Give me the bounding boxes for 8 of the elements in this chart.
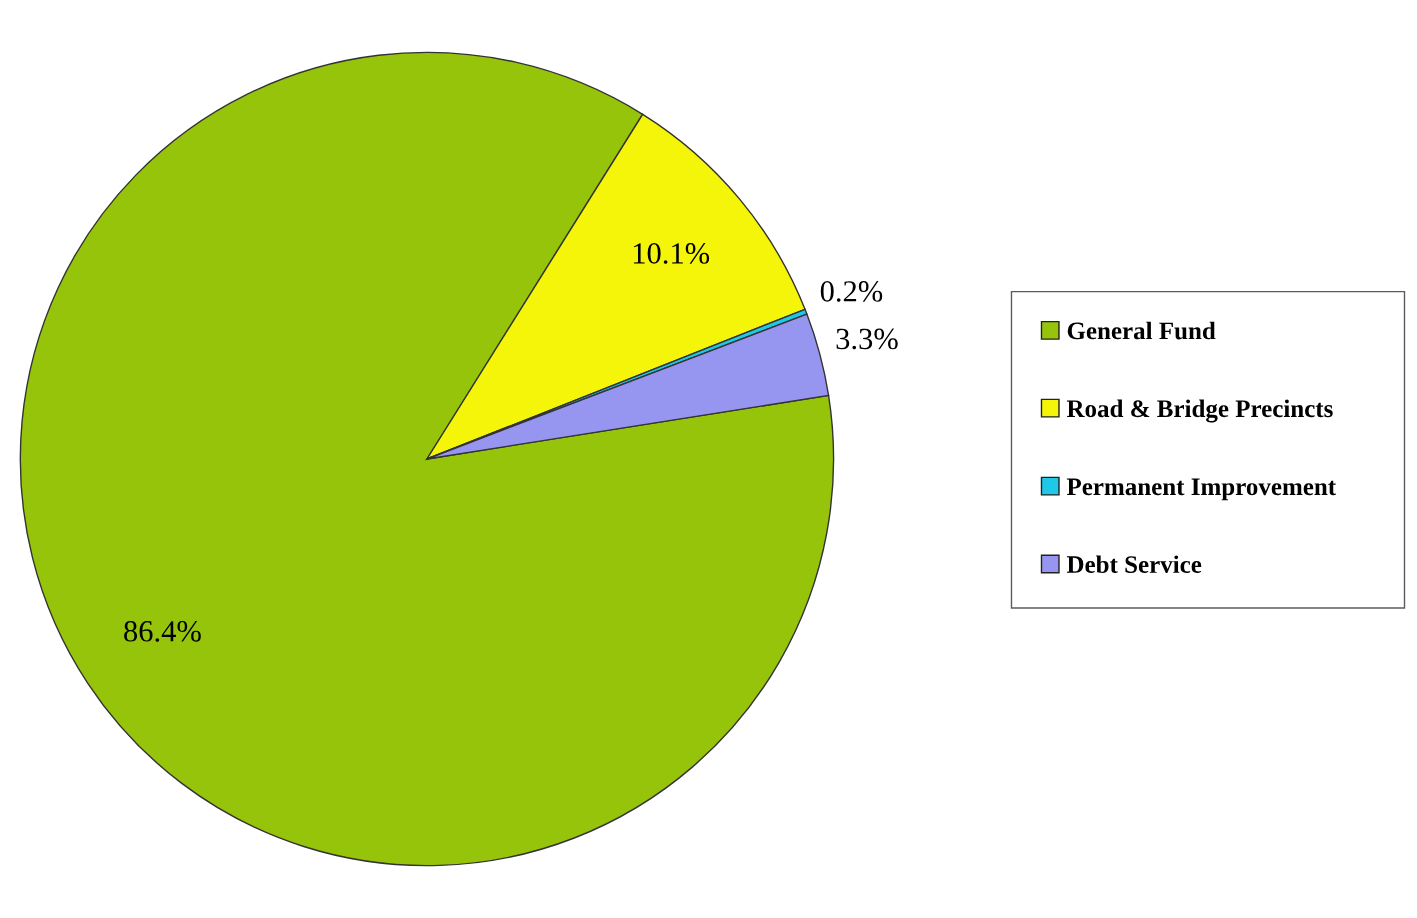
data-label: 0.2% <box>820 281 883 302</box>
data-label: 86.4% <box>124 620 201 642</box>
data-label: 3.3% <box>836 328 898 350</box>
legend-label: Debt Service <box>1066 555 1202 573</box>
legend-label: General Fund <box>1067 321 1216 340</box>
data-label: 10.1% <box>633 243 710 264</box>
legend-label: Permanent Improvement <box>1066 478 1337 501</box>
legend-label: Road & Bridge Precincts <box>1066 399 1333 423</box>
